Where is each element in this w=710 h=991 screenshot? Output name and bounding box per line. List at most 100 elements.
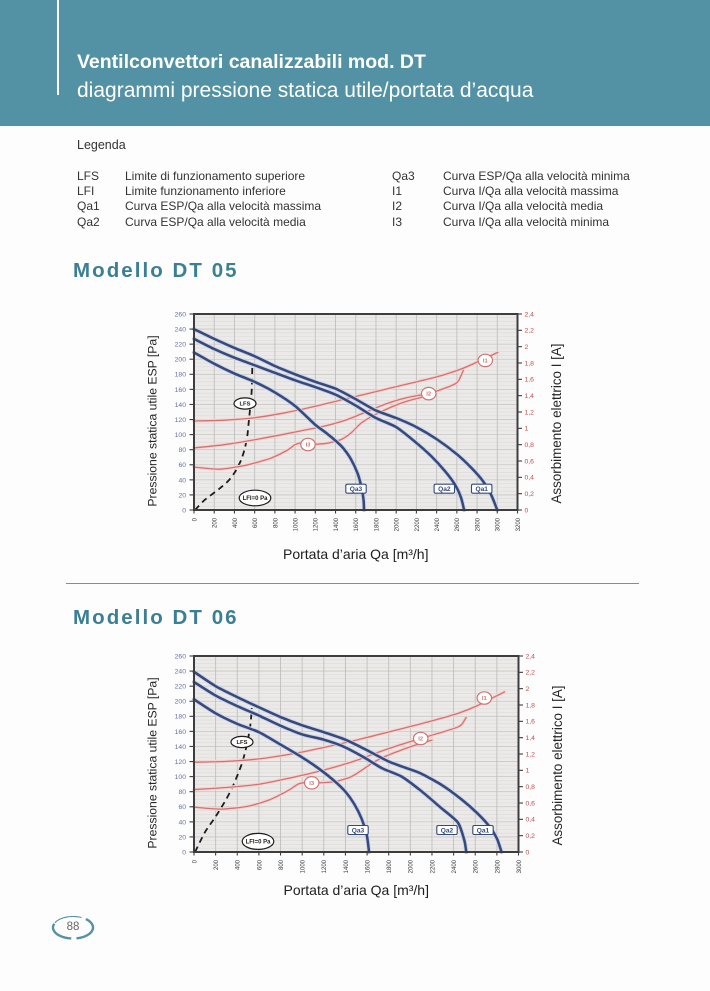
svg-text:800: 800 — [279, 859, 285, 870]
svg-text:Portata d’aria Qa [m³/h]: Portata d’aria Qa [m³/h] — [283, 882, 429, 898]
svg-text:0,4: 0,4 — [525, 475, 535, 482]
svg-text:LFI=0 Pa: LFI=0 Pa — [246, 839, 272, 845]
svg-text:1,6: 1,6 — [526, 719, 536, 726]
svg-text:0: 0 — [182, 507, 186, 514]
svg-text:I2: I2 — [418, 736, 423, 742]
svg-text:0: 0 — [182, 849, 186, 856]
svg-text:0,8: 0,8 — [525, 442, 535, 449]
svg-text:2,2: 2,2 — [525, 328, 535, 335]
svg-text:2800: 2800 — [495, 859, 501, 873]
svg-text:0,6: 0,6 — [525, 458, 535, 465]
svg-text:Qa3: Qa3 — [352, 827, 365, 834]
svg-text:2: 2 — [525, 344, 529, 351]
svg-text:1400: 1400 — [344, 859, 350, 873]
svg-text:2000: 2000 — [409, 859, 415, 873]
svg-text:0,8: 0,8 — [526, 784, 536, 791]
svg-text:60: 60 — [178, 462, 186, 469]
svg-text:220: 220 — [175, 342, 187, 349]
svg-text:1600: 1600 — [354, 517, 360, 531]
svg-text:1,8: 1,8 — [525, 360, 535, 367]
svg-text:1,6: 1,6 — [525, 377, 535, 384]
svg-text:200: 200 — [213, 517, 219, 528]
svg-text:0,4: 0,4 — [526, 817, 536, 824]
svg-text:Qa1: Qa1 — [477, 827, 490, 834]
svg-text:0,2: 0,2 — [526, 833, 536, 840]
svg-text:40: 40 — [178, 819, 186, 826]
svg-text:80: 80 — [178, 447, 186, 454]
svg-text:200: 200 — [214, 859, 220, 870]
svg-text:1400: 1400 — [334, 517, 340, 531]
svg-text:0: 0 — [192, 517, 198, 521]
svg-text:2200: 2200 — [430, 859, 436, 873]
svg-text:260: 260 — [175, 311, 187, 318]
svg-text:Assorbimento elettrico I [A]: Assorbimento elettrico I [A] — [549, 343, 564, 503]
svg-text:80: 80 — [178, 789, 186, 796]
svg-text:3000: 3000 — [496, 517, 502, 531]
svg-text:1800: 1800 — [387, 859, 393, 873]
svg-text:2000: 2000 — [395, 517, 401, 531]
svg-text:200: 200 — [175, 357, 187, 364]
svg-text:1000: 1000 — [293, 517, 299, 531]
svg-text:1800: 1800 — [374, 517, 380, 531]
svg-text:3200: 3200 — [516, 517, 522, 531]
svg-text:2,4: 2,4 — [526, 653, 536, 660]
svg-text:400: 400 — [236, 859, 242, 870]
svg-text:3000: 3000 — [517, 859, 523, 873]
svg-text:40: 40 — [178, 477, 186, 484]
svg-text:2400: 2400 — [452, 859, 458, 873]
svg-text:1000: 1000 — [301, 859, 307, 873]
svg-text:1600: 1600 — [365, 859, 371, 873]
svg-text:1,2: 1,2 — [526, 751, 536, 758]
svg-text:2600: 2600 — [474, 859, 480, 873]
svg-text:LFI=0 Pa: LFI=0 Pa — [243, 496, 269, 502]
svg-text:600: 600 — [253, 517, 259, 528]
svg-text:260: 260 — [175, 653, 187, 660]
svg-text:2800: 2800 — [475, 517, 481, 531]
svg-text:20: 20 — [178, 834, 186, 841]
svg-text:140: 140 — [175, 744, 187, 751]
svg-text:2,2: 2,2 — [526, 670, 536, 677]
svg-text:2600: 2600 — [455, 517, 461, 531]
svg-text:LFS: LFS — [240, 401, 251, 407]
svg-text:Qa2: Qa2 — [441, 827, 454, 834]
svg-text:Qa3: Qa3 — [350, 486, 363, 493]
svg-text:120: 120 — [175, 417, 187, 424]
svg-text:600: 600 — [257, 859, 263, 870]
svg-text:800: 800 — [273, 517, 279, 528]
svg-text:I3: I3 — [309, 781, 315, 787]
svg-text:240: 240 — [175, 668, 187, 675]
svg-text:1,2: 1,2 — [525, 409, 535, 416]
svg-text:20: 20 — [178, 492, 186, 499]
svg-text:240: 240 — [175, 326, 187, 333]
svg-text:1200: 1200 — [322, 859, 328, 873]
svg-text:0: 0 — [526, 849, 530, 856]
svg-text:2400: 2400 — [435, 517, 441, 531]
svg-text:Qa1: Qa1 — [475, 486, 488, 493]
svg-text:0: 0 — [192, 859, 198, 863]
svg-text:160: 160 — [175, 387, 187, 394]
svg-text:Portata d’aria Qa [m³/h]: Portata d’aria Qa [m³/h] — [283, 546, 429, 562]
svg-text:Pressione statica utile ESP [P: Pressione statica utile ESP [Pa] — [146, 335, 160, 506]
svg-text:I3: I3 — [306, 442, 312, 448]
svg-text:1: 1 — [525, 426, 529, 433]
svg-text:Assorbimento elettrico I [A]: Assorbimento elettrico I [A] — [550, 685, 565, 845]
svg-text:I1: I1 — [483, 358, 489, 364]
svg-text:I1: I1 — [482, 696, 488, 702]
svg-text:100: 100 — [175, 432, 187, 439]
svg-text:0: 0 — [525, 507, 529, 514]
svg-text:0,6: 0,6 — [526, 800, 536, 807]
svg-text:400: 400 — [233, 517, 239, 528]
svg-text:Pressione statica utile ESP [P: Pressione statica utile ESP [Pa] — [146, 677, 160, 848]
svg-text:180: 180 — [175, 714, 187, 721]
svg-text:1,8: 1,8 — [526, 702, 536, 709]
svg-text:1: 1 — [526, 768, 530, 775]
svg-text:2200: 2200 — [415, 517, 421, 531]
svg-text:LFS: LFS — [237, 740, 248, 746]
svg-text:Qa2: Qa2 — [438, 486, 451, 493]
svg-text:180: 180 — [175, 372, 187, 379]
svg-text:1,4: 1,4 — [526, 735, 536, 742]
svg-text:I2: I2 — [426, 392, 431, 398]
svg-text:2,4: 2,4 — [525, 311, 535, 318]
svg-text:140: 140 — [175, 402, 187, 409]
svg-text:0,2: 0,2 — [525, 491, 535, 498]
